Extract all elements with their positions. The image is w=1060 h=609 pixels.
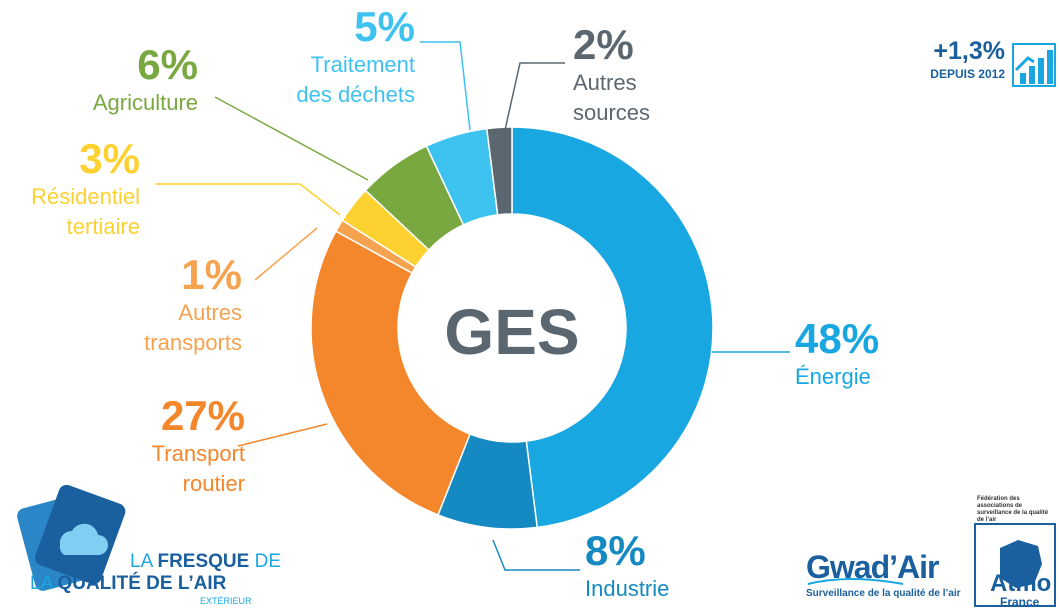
category-label: Autres sources — [573, 70, 651, 125]
leader-line — [214, 96, 369, 181]
logo-text: DE — [249, 551, 282, 572]
fresque-logo-icon — [17, 484, 126, 591]
donut-segment — [511, 126, 714, 529]
logo-text: EXTÉRIEUR — [200, 596, 252, 606]
annotation-text: DEPUIS 2012 — [930, 67, 1005, 81]
category-label: Résidentiel tertiaire — [31, 184, 140, 239]
value-label: 5% — [354, 3, 415, 50]
logo-text: LA — [30, 573, 58, 594]
value-label: 3% — [79, 135, 140, 182]
category-label: Transport routier — [151, 441, 245, 496]
gwadair-sub: Surveillance de la qualité de l’air — [806, 588, 961, 599]
category-label: Autres transports — [144, 300, 242, 355]
value-label: 8% — [585, 527, 646, 574]
annotation-value: +1,3% — [933, 37, 1005, 65]
leader-line — [420, 41, 471, 131]
leader-line — [155, 183, 341, 216]
donut-hole — [399, 215, 625, 441]
center-label: GES — [444, 296, 580, 368]
logo-text: QUALITÉ DE L’AIR — [57, 573, 227, 594]
atmo-top: Fédération des associations de surveilla… — [977, 496, 1049, 523]
fresque-line1: LA FRESQUE DE — [130, 552, 281, 572]
value-label: 48% — [795, 315, 880, 362]
value-label: 1% — [181, 251, 242, 298]
category-label: Traitement des déchets — [296, 52, 415, 107]
leader-line — [237, 423, 328, 447]
fresque-line2: LA QUALITÉ DE L’AIR — [30, 574, 226, 594]
atmo-logo-frame — [974, 523, 1056, 607]
value-label: 27% — [160, 392, 245, 439]
logo-text: LA — [130, 551, 158, 572]
logo-text: FRESQUE — [157, 551, 250, 572]
donut-segment — [485, 126, 513, 216]
atmo-logo: Atmo — [990, 570, 1052, 597]
badge-icon — [1012, 43, 1056, 87]
leader-line — [492, 539, 580, 571]
category-label: Industrie — [585, 576, 670, 601]
value-label: 2% — [573, 21, 634, 68]
category-label: Énergie — [795, 364, 871, 389]
gwadair-swoosh — [807, 578, 904, 585]
value-label: 6% — [137, 41, 198, 88]
atmo-sub: France — [1000, 595, 1040, 609]
category-label: Agriculture — [92, 90, 198, 115]
leader-line — [254, 227, 318, 281]
donut-segment — [310, 230, 472, 516]
gwadair-logo: Gwad’Air — [806, 549, 939, 585]
leader-line — [504, 62, 565, 131]
